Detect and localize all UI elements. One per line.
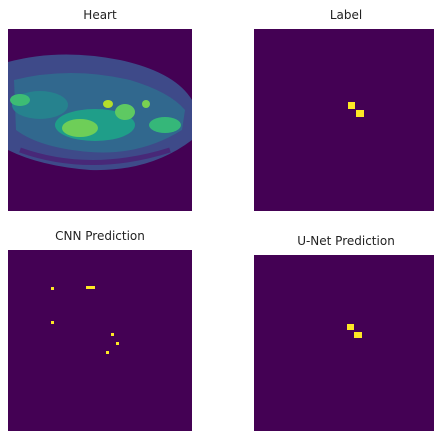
panel-title: CNN Prediction xyxy=(55,229,145,243)
heart-image xyxy=(8,29,192,211)
cnn-prediction-image xyxy=(8,250,192,431)
label-image xyxy=(254,29,434,211)
panel-title: Heart xyxy=(83,8,117,22)
panel-title: U-Net Prediction xyxy=(297,234,395,248)
figure: Heart Label CNN Prediction U-Net Predict… xyxy=(0,0,435,431)
unet-prediction-image xyxy=(254,255,434,431)
panel-title: Label xyxy=(330,8,362,22)
